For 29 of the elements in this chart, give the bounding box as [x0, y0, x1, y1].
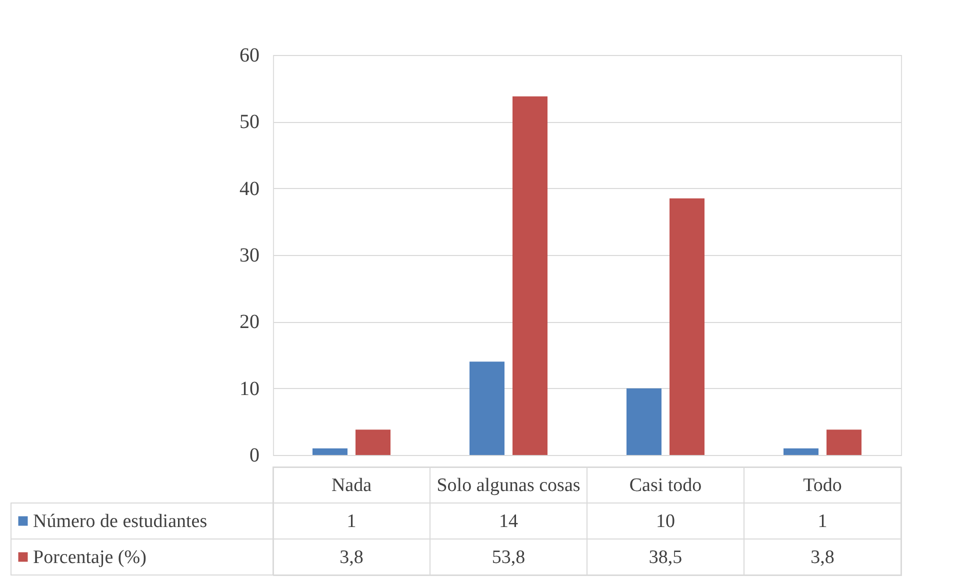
data-label: 53,8: [492, 547, 526, 568]
data-label: 1: [346, 511, 356, 532]
x-tick-label: Todo: [803, 475, 842, 496]
data-label: 1: [818, 511, 828, 532]
bar: [626, 388, 662, 455]
bar: [783, 448, 818, 455]
y-tick-label: 20: [240, 311, 260, 334]
y-tick-label: 60: [240, 44, 260, 66]
y-tick-label: 10: [240, 378, 260, 400]
data-label: 14: [499, 511, 518, 532]
data-label: 3,8: [810, 547, 834, 568]
legend-label: Número de estudiantes: [33, 511, 208, 532]
y-tick-label: 0: [250, 444, 260, 466]
bar: [469, 362, 504, 455]
legend-label: Porcentaje (%): [33, 547, 146, 568]
data-label: 3,8: [340, 547, 364, 568]
bar: [312, 448, 348, 455]
y-tick-label: 50: [240, 111, 260, 134]
x-tick-label: Solo algunas cosas: [436, 475, 580, 496]
bar: [356, 430, 391, 455]
bar: [512, 96, 548, 455]
x-tick-label: Nada: [331, 475, 372, 496]
x-tick-label: Casi todo: [629, 475, 702, 496]
data-label: 38,5: [648, 547, 682, 568]
data-label: 10: [656, 511, 675, 532]
bar: [826, 430, 862, 455]
bar: [670, 198, 705, 455]
y-tick-label: 40: [240, 178, 260, 200]
y-tick-label: 30: [240, 244, 260, 266]
